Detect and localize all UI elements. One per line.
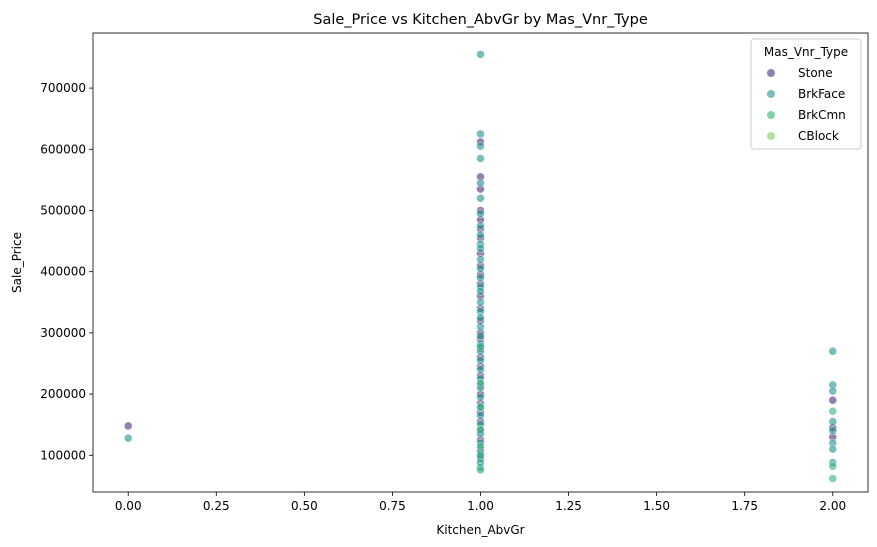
- data-point-brkface: [828, 386, 838, 396]
- data-point-stone: [123, 421, 133, 431]
- data-point-brkface: [123, 433, 133, 443]
- data-point-brkface: [828, 426, 838, 436]
- data-point-brkface: [476, 313, 485, 322]
- data-point-brkface: [476, 331, 485, 341]
- legend-label-cblock: CBlock: [798, 129, 839, 143]
- legend-title: Mas_Vnr_Type: [764, 45, 848, 59]
- data-point-brkface: [828, 417, 838, 426]
- legend-marker-stone: [767, 69, 775, 77]
- data-point-brkface: [476, 273, 485, 283]
- x-tick-label: 1.75: [731, 499, 758, 513]
- data-point-brkcmn: [476, 425, 485, 434]
- data-point-brkface: [476, 129, 485, 139]
- data-point-brkface: [476, 365, 485, 374]
- data-point-brkface: [476, 411, 485, 420]
- y-tick-label: 700000: [40, 81, 86, 95]
- y-tick-label: 300000: [40, 326, 86, 340]
- y-tick-label: 400000: [40, 265, 86, 279]
- data-point-brkcmn: [476, 403, 485, 412]
- data-point-brkface: [476, 322, 485, 332]
- data-point-brkface: [476, 255, 485, 264]
- y-tick-label: 200000: [40, 387, 86, 401]
- data-point-brkface: [476, 193, 485, 203]
- legend-label-brkface: BrkFace: [798, 87, 845, 101]
- data-point-brkface: [476, 154, 485, 163]
- data-point-brkface: [476, 392, 485, 402]
- y-tick-label: 600000: [40, 142, 86, 156]
- legend: Mas_Vnr_Type Stone BrkFace BrkCmn CBlock: [750, 38, 862, 150]
- data-point-brkface: [476, 209, 485, 218]
- data-point-brkface: [476, 178, 485, 188]
- data-point-brkface: [476, 50, 485, 59]
- x-tick-label: 1.50: [643, 499, 670, 513]
- legend-label-brkcmn: BrkCmn: [798, 108, 846, 122]
- x-tick-label: 1.25: [555, 499, 582, 513]
- data-point-brkface: [476, 264, 485, 273]
- legend-marker-brkcmn: [767, 111, 775, 119]
- data-point-brkcmn: [476, 450, 485, 460]
- data-point-brkface: [828, 444, 838, 454]
- data-point-brkface: [476, 244, 485, 253]
- data-point-brkface: [476, 141, 485, 151]
- x-tick-label: 0.00: [115, 499, 142, 513]
- chart-title: Sale_Price vs Kitchen_AbvGr by Mas_Vnr_T…: [313, 12, 648, 28]
- x-tick-label: 0.25: [203, 499, 230, 513]
- data-point-brkface: [828, 346, 838, 356]
- y-tick-label: 100000: [40, 448, 86, 462]
- legend-marker-cblock: [767, 132, 775, 140]
- data-point-brkcmn: [476, 342, 485, 351]
- data-point-brkface: [476, 356, 485, 365]
- data-point-brkface: [476, 286, 485, 296]
- x-tick-label: 1.00: [467, 499, 494, 513]
- y-tick-label: 500000: [40, 203, 86, 217]
- legend-items: Stone BrkFace BrkCmn CBlock: [767, 66, 846, 143]
- data-point-brkcmn: [476, 465, 485, 475]
- data-point-brkcmn: [828, 461, 838, 471]
- data-point-brkface: [476, 221, 485, 231]
- points-layer: [123, 50, 838, 483]
- data-point-brkface: [476, 230, 485, 240]
- data-point-brkcmn: [828, 474, 838, 483]
- data-point-stone: [828, 395, 838, 405]
- legend-marker-brkface: [767, 90, 775, 98]
- x-axis-label: Kitchen_AbvGr: [436, 523, 524, 537]
- data-point-brkcmn: [476, 378, 485, 388]
- legend-box: [750, 38, 862, 150]
- data-point-brkface: [476, 297, 485, 307]
- legend-label-stone: Stone: [798, 66, 833, 80]
- data-point-brkcmn: [476, 441, 485, 451]
- y-axis-label: Sale_Price: [10, 232, 24, 293]
- x-tick-label: 0.50: [291, 499, 318, 513]
- y-axis: 100000 200000 300000 400000 500000 600000 7000…: [40, 81, 93, 462]
- x-tick-label: 0.75: [379, 499, 406, 513]
- x-tick-label: 2.00: [819, 499, 846, 513]
- data-point-brkcmn: [828, 406, 838, 416]
- x-axis: 0.00 0.25 0.50 0.75 1.00 1.25 1.50 1.75 2.00: [115, 492, 846, 513]
